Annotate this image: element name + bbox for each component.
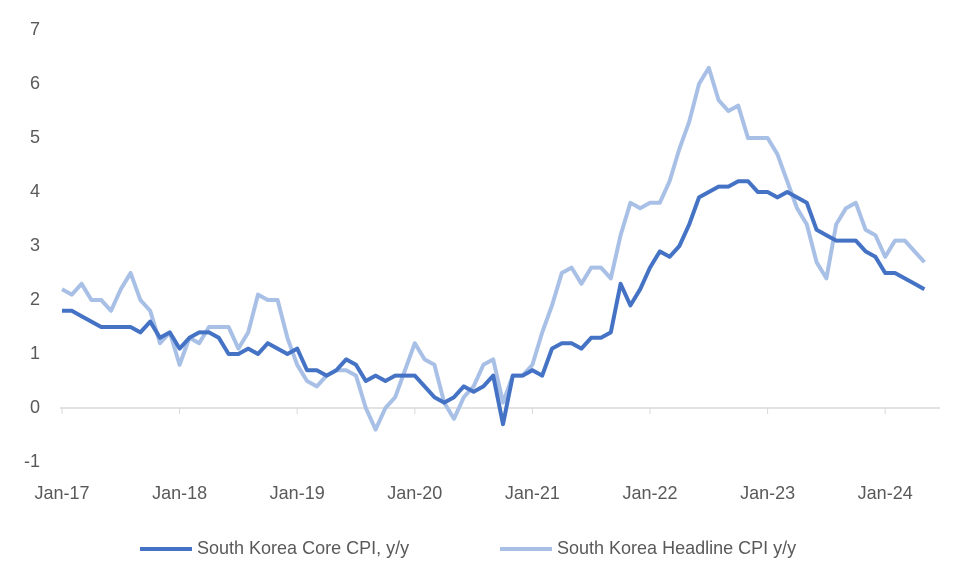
x-tick-label: Jan-24 bbox=[858, 483, 913, 503]
y-tick-label: 6 bbox=[30, 73, 40, 93]
series-line bbox=[62, 179, 926, 427]
y-tick-label: 3 bbox=[30, 235, 40, 255]
y-tick-label: 1 bbox=[30, 343, 40, 363]
y-tick-label: 2 bbox=[30, 289, 40, 309]
y-tick-label: -1 bbox=[24, 451, 40, 471]
x-tick-label: Jan-23 bbox=[740, 483, 795, 503]
y-tick-label: 7 bbox=[30, 19, 40, 39]
x-tick-label: Jan-19 bbox=[270, 483, 325, 503]
y-tick-label: 5 bbox=[30, 127, 40, 147]
y-tick-label: 0 bbox=[30, 397, 40, 417]
legend-label: South Korea Core CPI, y/y bbox=[197, 538, 409, 558]
x-tick-label: Jan-22 bbox=[622, 483, 677, 503]
x-tick-label: Jan-21 bbox=[505, 483, 560, 503]
x-tick-label: Jan-18 bbox=[152, 483, 207, 503]
y-tick-label: 4 bbox=[30, 181, 40, 201]
x-tick-label: Jan-17 bbox=[34, 483, 89, 503]
x-tick-label: Jan-20 bbox=[387, 483, 442, 503]
legend-label: South Korea Headline CPI y/y bbox=[557, 538, 796, 558]
